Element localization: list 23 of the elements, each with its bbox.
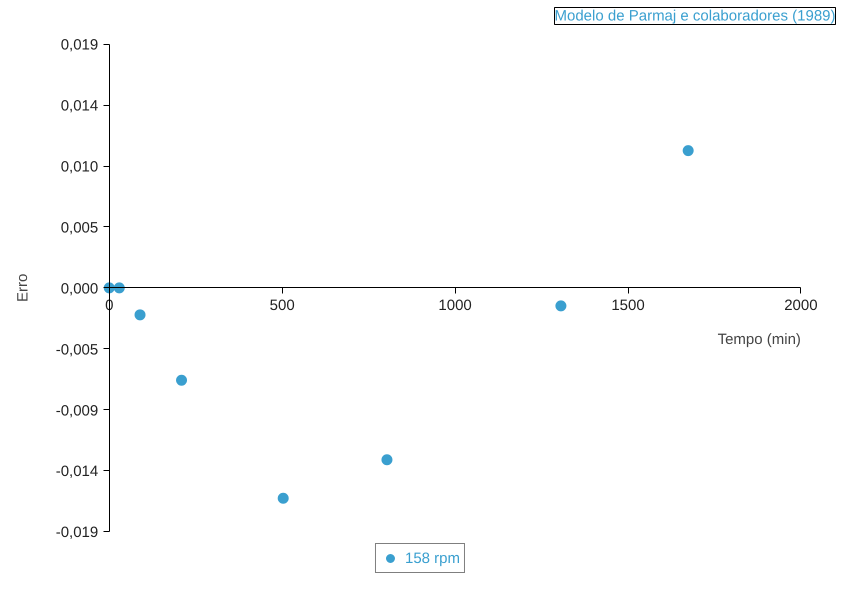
x-tick-label: 1500 (611, 296, 645, 314)
x-tick-label: 500 (270, 296, 295, 314)
chart-title: Modelo de Parmaj e colaboradores (1989) (554, 8, 836, 24)
y-tick-label: -0,014 (56, 463, 98, 480)
point (381, 454, 392, 466)
y-tick-label: -0,009 (56, 402, 98, 420)
y-tick-label: 0,014 (60, 98, 98, 115)
point (682, 145, 694, 156)
legend-label: 158 rpm (404, 550, 460, 566)
y-tick-label: 0,000 (60, 280, 98, 298)
y-tick-label: -0,019 (56, 524, 98, 542)
point (134, 309, 146, 320)
x-axis-title: Tempo (min) (718, 330, 801, 348)
y-tick-label: 0,010 (60, 158, 98, 176)
y-axis-title: Erro (14, 274, 32, 302)
point (278, 492, 289, 504)
x-tick-label: 1000 (438, 296, 472, 314)
x-tick-label: 2000 (784, 296, 818, 314)
y-tick-label: 0,019 (60, 36, 98, 54)
y-tick-label: -0,005 (56, 341, 98, 358)
y-tick-label: 0,005 (60, 219, 98, 236)
point (176, 374, 188, 386)
point (555, 300, 566, 312)
